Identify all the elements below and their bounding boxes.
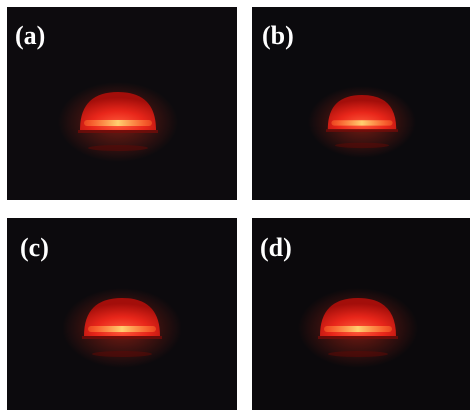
figure: (a) (b) (c) (d)	[0, 0, 475, 412]
panel-label: (c)	[20, 233, 49, 262]
panel-d: (d)	[252, 218, 470, 410]
panel-b: (b)	[252, 7, 470, 200]
panel-label: (d)	[260, 233, 292, 262]
panel-label: (b)	[262, 21, 294, 50]
panel-a: (a)	[7, 7, 237, 200]
panel-c: (c)	[7, 218, 237, 410]
panel-label: (a)	[15, 21, 45, 50]
